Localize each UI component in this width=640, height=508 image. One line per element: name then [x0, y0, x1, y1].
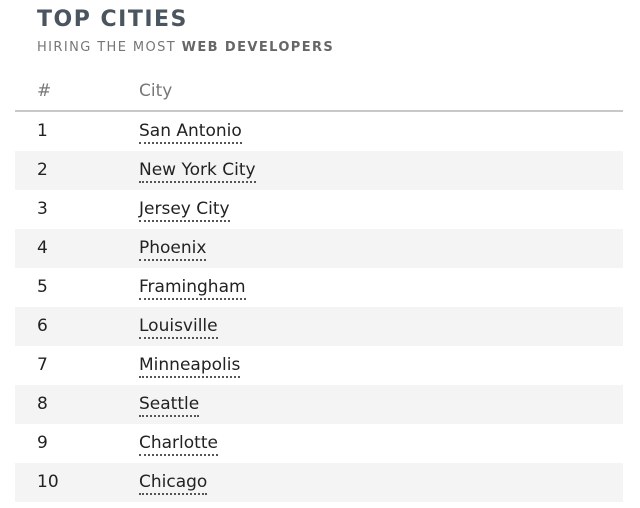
subtitle-prefix: HIRING THE MOST — [37, 40, 182, 55]
table-row: 8 Seattle — [15, 385, 623, 424]
rank-cell: 10 — [37, 472, 59, 492]
table-row: 10 Chicago — [15, 463, 623, 502]
table-row: 7 Minneapolis — [15, 346, 623, 385]
table-row: 9 Charlotte — [15, 424, 623, 463]
city-link[interactable]: Seattle — [139, 393, 200, 417]
city-link[interactable]: Charlotte — [139, 432, 218, 456]
table-row: 6 Louisville — [15, 307, 623, 346]
city-link[interactable]: Louisville — [139, 315, 218, 339]
table-row: 1 San Antonio — [15, 112, 623, 151]
city-link[interactable]: Jersey City — [139, 198, 230, 222]
city-link[interactable]: San Antonio — [139, 120, 242, 144]
table-row: 3 Jersey City — [15, 190, 623, 229]
table-row: 2 New York City — [15, 151, 623, 190]
table-row: 4 Phoenix — [15, 229, 623, 268]
city-link[interactable]: New York City — [139, 159, 256, 183]
cities-table: # City 1 San Antonio 2 New York City 3 J… — [15, 72, 623, 502]
rank-cell: 3 — [37, 199, 48, 219]
city-link[interactable]: Minneapolis — [139, 354, 241, 378]
page-title: TOP CITIES — [37, 7, 188, 32]
city-link[interactable]: Chicago — [139, 471, 208, 495]
rank-cell: 9 — [37, 433, 48, 453]
rank-cell: 4 — [37, 238, 48, 258]
rank-cell: 2 — [37, 160, 48, 180]
rank-cell: 8 — [37, 394, 48, 414]
city-link[interactable]: Phoenix — [139, 237, 207, 261]
rank-cell: 6 — [37, 316, 48, 336]
page-subtitle: HIRING THE MOST WEB DEVELOPERS — [37, 39, 334, 57]
rank-cell: 1 — [37, 121, 48, 141]
table-row: 5 Framingham — [15, 268, 623, 307]
rank-cell: 5 — [37, 277, 48, 297]
subtitle-emphasis: WEB DEVELOPERS — [181, 40, 335, 55]
page-header: TOP CITIES HIRING THE MOST WEB DEVELOPER… — [37, 6, 334, 57]
column-header-city: City — [139, 81, 173, 101]
table-header: # City — [15, 72, 623, 112]
city-link[interactable]: Framingham — [139, 276, 246, 300]
column-header-rank: # — [37, 81, 52, 101]
rank-cell: 7 — [37, 355, 48, 375]
